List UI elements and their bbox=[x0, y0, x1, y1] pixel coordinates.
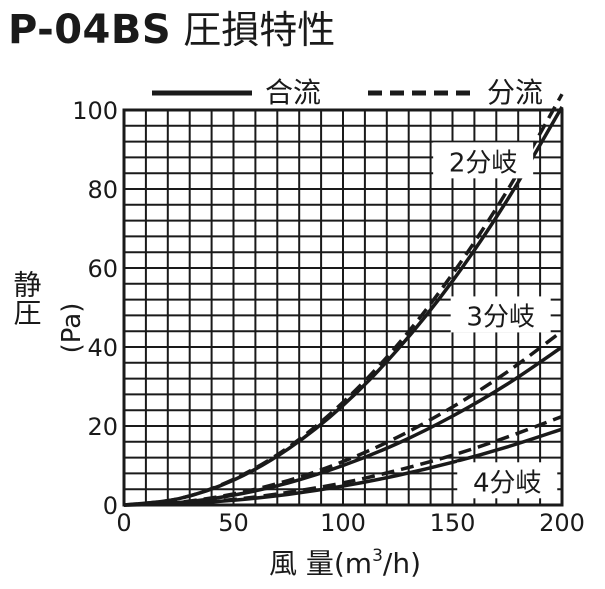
x-axis-label-tail: /h) bbox=[383, 547, 421, 580]
y-tick-label: 0 bbox=[103, 492, 118, 520]
y-axis-label-unit: (Pa) bbox=[57, 303, 87, 354]
y-tick-label: 80 bbox=[87, 176, 118, 204]
chart-title-subtitle: 圧損特性 bbox=[183, 8, 336, 52]
annotation-background bbox=[457, 462, 558, 499]
x-tick-label: 150 bbox=[430, 509, 476, 537]
y-tick-label: 60 bbox=[87, 255, 118, 283]
annotation-label: 3分岐 bbox=[466, 302, 535, 332]
x-tick-label: 0 bbox=[116, 509, 131, 537]
legend: 合流 分流 bbox=[152, 76, 543, 109]
x-axis-label-sup: 3 bbox=[372, 546, 383, 566]
annotation-label: 4分岐 bbox=[473, 468, 542, 498]
x-tick-label: 200 bbox=[539, 509, 585, 537]
chart-title: P-04BS 圧損特性 bbox=[8, 4, 335, 56]
legend-label-combined: 合流 bbox=[265, 76, 321, 109]
x-axis-label: 風 量(m3/h) bbox=[269, 546, 421, 580]
y-tick-label: 40 bbox=[87, 334, 118, 362]
chart-title-model: P-04BS bbox=[8, 7, 172, 53]
axis-ticks: 0 50 100 150 200 0 20 40 60 80 100 bbox=[72, 97, 585, 537]
series-lines bbox=[123, 93, 564, 507]
y-axis-label-text: 静圧 bbox=[10, 270, 43, 326]
branch-annotations: 2分岐 3分岐 4分岐 bbox=[433, 142, 558, 499]
legend-label-divided: 分流 bbox=[487, 76, 543, 109]
plot-frame bbox=[122, 108, 564, 507]
y-axis-label: 静圧 (Pa) bbox=[10, 270, 88, 354]
annotation-background bbox=[433, 142, 534, 179]
y-tick-label: 100 bbox=[72, 97, 118, 125]
annotation-background bbox=[450, 296, 551, 333]
y-tick-label: 20 bbox=[87, 413, 118, 441]
series-line-divided bbox=[123, 93, 564, 507]
x-axis-label-main: 風 量(m bbox=[269, 547, 372, 580]
x-tick-label: 100 bbox=[320, 509, 366, 537]
annotation-label: 2分岐 bbox=[449, 148, 518, 178]
x-tick-label: 50 bbox=[218, 509, 249, 537]
series-line-divided bbox=[123, 329, 564, 507]
series-line-divided bbox=[123, 414, 563, 507]
